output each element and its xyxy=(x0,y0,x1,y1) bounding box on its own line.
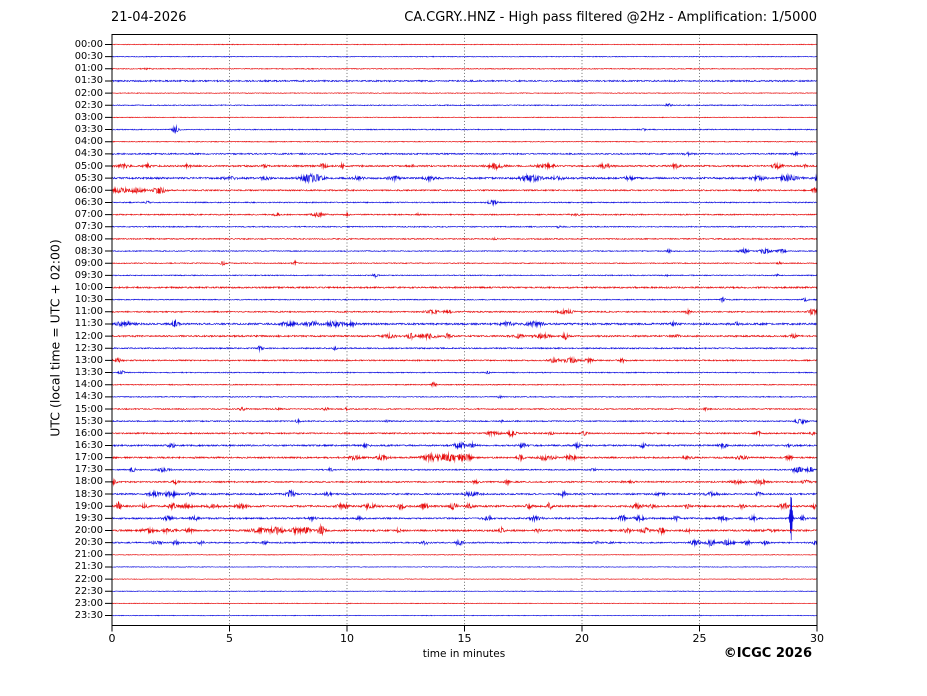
y-tick-label: 13:30 xyxy=(74,367,103,379)
station-title: CA.CGRY..HNZ - High pass filtered @2Hz -… xyxy=(404,10,817,25)
x-tick-label: 10 xyxy=(340,632,354,645)
x-tick-label: 0 xyxy=(108,632,116,645)
y-tick-label: 20:00 xyxy=(74,525,103,536)
y-tick-label: 06:00 xyxy=(74,184,103,196)
y-tick-label: 16:30 xyxy=(74,439,103,451)
y-tick-label: 14:30 xyxy=(74,391,103,403)
x-tick-label: 25 xyxy=(692,632,707,645)
y-tick-label: 18:00 xyxy=(74,476,103,488)
y-tick-label: 02:00 xyxy=(74,87,103,99)
y-tick-label: 08:00 xyxy=(74,233,103,245)
y-tick-label: 01:00 xyxy=(74,63,103,75)
x-tick-label: 20 xyxy=(575,632,589,645)
y-tick-label: 11:00 xyxy=(74,306,103,318)
y-tick-label: 21:00 xyxy=(74,549,103,561)
y-tick-label: 23:30 xyxy=(74,610,103,622)
y-tick-label: 17:30 xyxy=(74,464,103,476)
y-tick-label: 09:30 xyxy=(74,269,103,281)
x-tick-label: 30 xyxy=(810,632,824,645)
y-tick-label: 20:30 xyxy=(74,537,103,549)
y-tick-label: 03:00 xyxy=(74,111,103,123)
y-tick-label: 21:30 xyxy=(74,561,103,573)
y-tick-label: 09:00 xyxy=(74,257,103,269)
x-axis-label: time in minutes xyxy=(422,648,506,660)
x-tick-label: 5 xyxy=(226,632,233,645)
y-tick-label: 13:00 xyxy=(74,354,103,366)
y-tick-label: 22:00 xyxy=(74,573,103,585)
y-tick-label: 01:30 xyxy=(74,75,103,87)
y-tick-label: 19:30 xyxy=(74,512,103,524)
y-tick-label: 11:30 xyxy=(74,318,103,330)
y-tick-label: 19:00 xyxy=(74,500,103,512)
y-tick-label: 22:30 xyxy=(74,585,103,597)
y-tick-label: 10:00 xyxy=(74,282,103,293)
y-tick-label: 17:00 xyxy=(74,452,103,464)
y-axis-label: UTC (local time = UTC + 02:00) xyxy=(47,239,63,437)
y-tick-label: 08:30 xyxy=(74,245,103,257)
y-tick-label: 14:00 xyxy=(74,379,103,391)
y-tick-label: 02:30 xyxy=(74,99,103,111)
y-tick-label: 00:30 xyxy=(74,51,103,63)
date-title: 21-04-2026 xyxy=(111,10,187,25)
y-tick-label: 03:30 xyxy=(74,124,103,136)
y-tick-label: 04:00 xyxy=(74,136,103,148)
y-tick-label: 15:30 xyxy=(74,415,103,427)
x-tick-label: 15 xyxy=(457,632,472,645)
y-tick-label: 05:30 xyxy=(74,172,103,184)
y-tick-label: 23:00 xyxy=(74,597,103,609)
y-tick-label: 07:30 xyxy=(74,221,103,233)
y-tick-label: 18:30 xyxy=(74,488,103,500)
y-tick-label: 15:00 xyxy=(74,403,103,415)
y-tick-label: 04:30 xyxy=(74,148,103,160)
y-tick-label: 16:00 xyxy=(74,427,103,439)
y-tick-label: 12:30 xyxy=(74,342,103,354)
y-tick-label: 06:30 xyxy=(74,196,103,208)
copyright-label: ©ICGC 2026 xyxy=(723,646,812,661)
y-tick-label: 10:30 xyxy=(74,294,103,306)
y-tick-label: 12:00 xyxy=(74,330,103,342)
y-tick-label: 05:00 xyxy=(74,160,103,172)
y-tick-label: 07:00 xyxy=(74,209,103,221)
y-tick-label: 00:00 xyxy=(74,39,103,50)
